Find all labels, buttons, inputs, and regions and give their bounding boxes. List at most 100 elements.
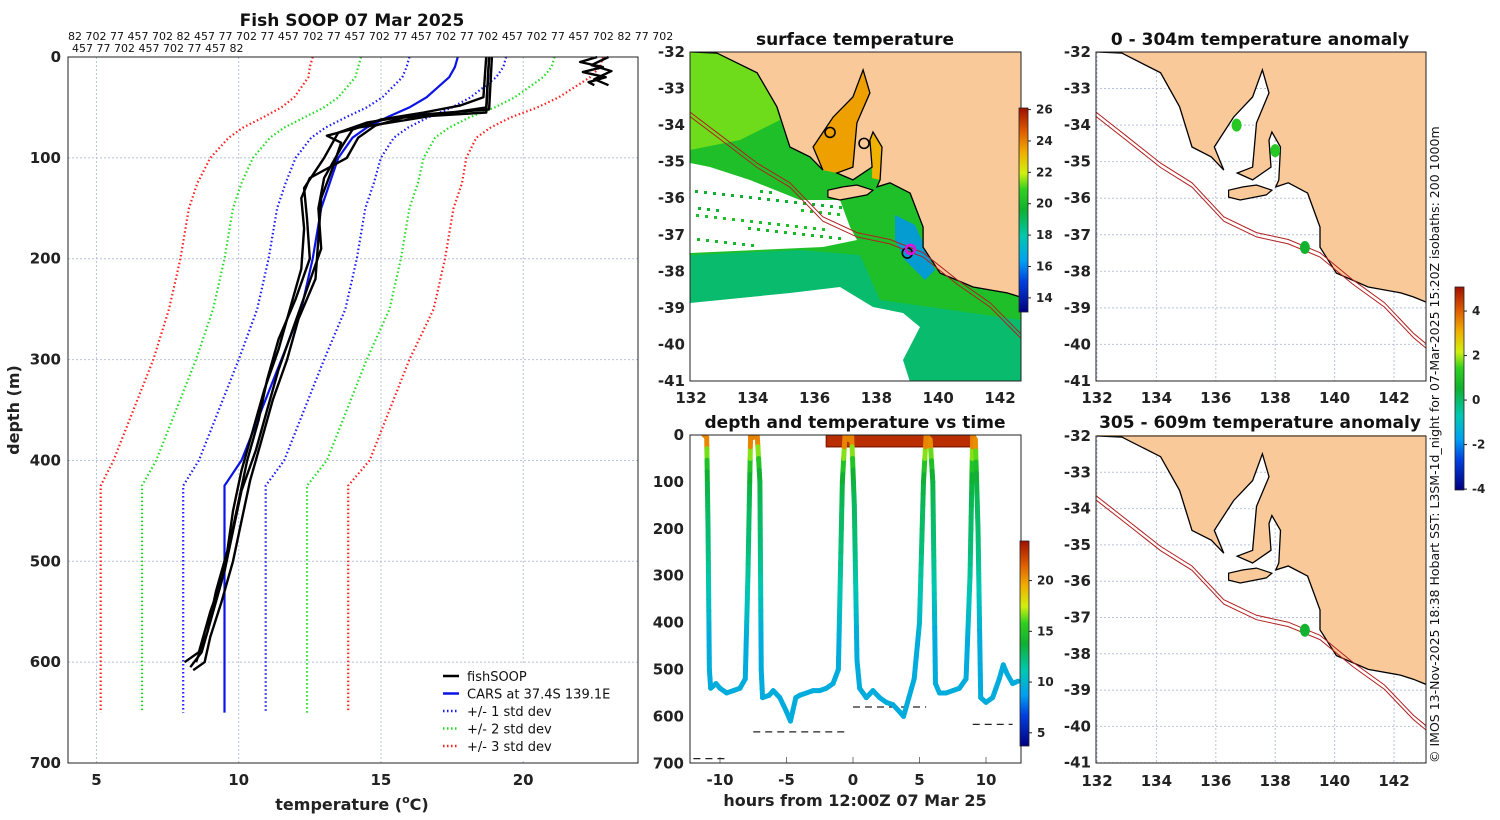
- legend-label: +/- 2 std dev: [467, 723, 552, 738]
- sst-pixel: [838, 237, 841, 240]
- sst-spencer-gulf: [813, 69, 870, 173]
- sst-pixel: [716, 209, 719, 212]
- std-dev-1-line: [182, 56, 411, 713]
- lat-tick-label: -32: [1064, 43, 1091, 61]
- sst-pixel: [804, 226, 807, 229]
- lon-tick-label: 140: [1319, 772, 1350, 790]
- timeseries-title: depth and temperature vs time: [705, 413, 1006, 433]
- kangaroo-island: [827, 184, 875, 201]
- lon-tick-label: 138: [1260, 389, 1291, 407]
- coastline: [690, 52, 1021, 298]
- y-tick-label: 700: [30, 754, 61, 772]
- lat-tick-label: -33: [658, 80, 685, 98]
- sst-gulf-st-vincent: [869, 132, 882, 180]
- colorbar-tick-label: 20: [1037, 574, 1054, 588]
- fishsoop-profile-line: [590, 55, 613, 87]
- anomaly-point: [1299, 623, 1310, 637]
- lon-tick-label: 140: [1319, 389, 1350, 407]
- x-tick-label: 10: [228, 771, 249, 789]
- sst-pixel: [777, 223, 780, 226]
- kangaroo-island: [1227, 567, 1274, 584]
- isobath-1000m: [1096, 115, 1426, 349]
- sst-pixel: [695, 190, 698, 193]
- sst-pixel: [750, 220, 753, 223]
- sst-pixel: [759, 221, 762, 224]
- sst-pixel: [828, 212, 831, 215]
- land-mass: [1096, 435, 1426, 685]
- land-layer: [1096, 435, 1426, 731]
- cloud-mask: [690, 163, 857, 253]
- colorbar: [1019, 540, 1030, 747]
- sst-pixel: [697, 238, 700, 241]
- sst-pixel: [713, 192, 716, 195]
- timeseries-xlabel: hours from 12:00Z 07 Mar 25: [723, 791, 986, 810]
- anomaly-axes-frame: [1095, 435, 1427, 764]
- sst-pixel: [810, 210, 813, 213]
- sst-pixel: [793, 232, 796, 235]
- x-tick-label: 5: [914, 771, 924, 789]
- legend-label: CARS at 37.4S 139.1E: [467, 688, 610, 703]
- y-tick-label: 0: [51, 48, 61, 66]
- x-tick-label: 20: [513, 771, 534, 789]
- anomaly-point: [1270, 144, 1281, 158]
- sst-pixel: [786, 224, 789, 227]
- lat-tick-label: -41: [1064, 754, 1091, 772]
- sst-pixel: [696, 214, 699, 217]
- sst-pixel: [698, 207, 701, 210]
- lat-tick-label: -32: [658, 43, 685, 61]
- legend-label: fishSOOP: [467, 670, 527, 685]
- sst-pixel: [819, 211, 822, 214]
- lat-tick-label: -38: [1064, 645, 1091, 663]
- colorbar-tick-label: -2: [1472, 438, 1485, 452]
- lat-tick-label: -40: [1064, 717, 1091, 735]
- colorbar-tick-label: 18: [1036, 228, 1053, 242]
- y-tick-label: 300: [653, 567, 684, 585]
- colorbar-tick-label: 15: [1037, 624, 1054, 638]
- sst-pixel: [839, 206, 842, 209]
- fishsoop-profile-line: [194, 56, 491, 663]
- lat-tick-label: -37: [658, 226, 685, 244]
- sst-pixel: [766, 229, 769, 232]
- lat-tick-label: -33: [1064, 80, 1091, 98]
- legend-label: +/- 3 std dev: [467, 740, 552, 755]
- y-tick-label: 0: [674, 426, 684, 444]
- std-dev-2-line: [305, 56, 556, 713]
- x-tick-label: 0: [848, 771, 858, 789]
- lon-tick-label: 142: [1378, 389, 1409, 407]
- isobath-200m: [1096, 111, 1426, 345]
- sst-pixel: [731, 194, 734, 197]
- lon-tick-label: 136: [1200, 772, 1231, 790]
- y-tick-label: 600: [653, 707, 684, 725]
- lat-tick-label: -41: [658, 372, 685, 390]
- profile-axes-frame: [67, 56, 639, 764]
- sst-pixel: [714, 216, 717, 219]
- anomaly-upper-map: 132 134 136 138 140 142 -32 -33 -34 -35 -36 -37 -38 -…: [1064, 43, 1427, 407]
- anomaly-lower-map: 132 134 136 138 140 142 -32 -33 -34 -35 -36 -37 -38 -…: [1064, 427, 1427, 790]
- coastline: [1096, 435, 1426, 686]
- lat-tick-label: -36: [658, 189, 685, 207]
- lat-tick-label: -36: [1064, 189, 1091, 207]
- y-tick-label: 400: [30, 451, 61, 469]
- sst-pixel: [757, 228, 760, 231]
- sst-pixel: [795, 225, 798, 228]
- depth-track-segment: [1010, 678, 1021, 687]
- sst-pixel: [724, 241, 727, 244]
- sst-pixel: [812, 203, 815, 206]
- profile-legend: fishSOOP CARS at 37.4S 139.1E +/- 1 std de…: [436, 663, 634, 759]
- sst-pixel: [723, 217, 726, 220]
- lon-tick-label: 138: [1260, 772, 1291, 790]
- sst-pixel: [801, 209, 804, 212]
- x-tick-label: -5: [778, 771, 795, 789]
- colorbar-tick-label: 16: [1036, 259, 1053, 273]
- profile-location-marker: [904, 243, 917, 256]
- lon-tick-label: 142: [984, 389, 1015, 407]
- lat-tick-label: -38: [658, 262, 685, 280]
- sst-pixel: [768, 222, 771, 225]
- y-tick-label: 200: [30, 250, 61, 268]
- colorbar: [1018, 107, 1029, 313]
- sst-pixel: [784, 231, 787, 234]
- sst-pixel: [749, 196, 752, 199]
- sst-pixel: [829, 236, 832, 239]
